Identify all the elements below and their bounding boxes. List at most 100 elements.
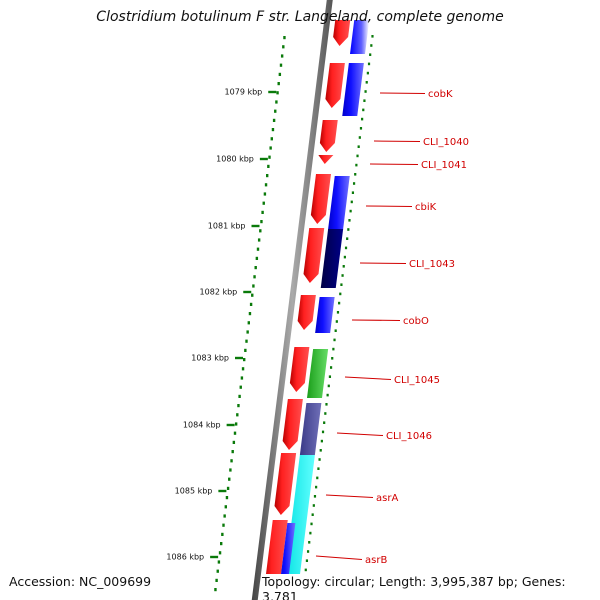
gc-dot xyxy=(224,505,227,509)
gc-dot xyxy=(319,449,322,452)
gene-label: cobK xyxy=(428,89,453,100)
gc-dot xyxy=(276,91,279,95)
gc-dot xyxy=(316,476,319,480)
gc-dot xyxy=(333,338,336,342)
gc-dot xyxy=(328,375,332,378)
cds-arrow xyxy=(289,347,310,392)
label-leader-line xyxy=(365,205,413,207)
gc-dot xyxy=(357,145,360,148)
gc-dot xyxy=(358,136,361,139)
gc-dot xyxy=(342,265,345,268)
gc-dot xyxy=(257,238,261,242)
gc-dot xyxy=(234,422,238,426)
gc-dot xyxy=(238,394,241,398)
gc-dot xyxy=(362,108,365,112)
gc-dot xyxy=(240,376,244,380)
gc-dot xyxy=(245,339,248,343)
gc-dot xyxy=(320,439,323,443)
cds-arrow xyxy=(297,295,316,330)
gc-dot xyxy=(308,541,311,544)
cds-arrow xyxy=(333,20,351,46)
gc-dot xyxy=(326,393,329,397)
gc-dot xyxy=(255,256,259,260)
gc-dot xyxy=(363,99,366,102)
gc-dot xyxy=(241,367,245,371)
cds-arrow xyxy=(282,399,303,450)
gene-label: CLI_1041 xyxy=(421,160,467,171)
gc-skew-track xyxy=(214,36,286,592)
kbp-label: 1084 kbp xyxy=(183,421,221,430)
gene-label: CLI_1045 xyxy=(394,375,440,386)
gc-dot xyxy=(252,284,255,288)
gc-dot xyxy=(365,81,368,84)
backbone-line xyxy=(251,0,333,600)
gc-dot xyxy=(225,496,229,500)
gc-dot xyxy=(272,118,276,122)
gc-dot xyxy=(367,62,371,66)
gc-dot xyxy=(223,514,226,518)
function-gene-block xyxy=(315,297,335,333)
gc-dot xyxy=(230,459,233,463)
gc-dot xyxy=(331,357,334,360)
gc-dot xyxy=(279,63,283,67)
gc-dot xyxy=(310,522,313,526)
gc-dot xyxy=(226,486,230,490)
gc-dot xyxy=(346,237,349,240)
gc-dot xyxy=(216,569,219,573)
gc-dot xyxy=(321,430,325,434)
gc-dot xyxy=(352,182,356,185)
cds-arrow xyxy=(319,120,338,152)
gc-dot xyxy=(329,366,333,369)
gc-dot xyxy=(231,450,234,454)
gc-dot xyxy=(274,109,277,113)
gc-dot xyxy=(347,228,350,231)
gene-label: CLI_1046 xyxy=(386,431,432,442)
label-leader-line xyxy=(373,140,421,142)
kbp-tick xyxy=(259,157,268,161)
gc-dot xyxy=(282,45,285,49)
gc-dot xyxy=(254,266,257,270)
label-leader-line xyxy=(351,319,401,321)
gc-dot xyxy=(335,320,338,323)
gc-dot xyxy=(280,54,284,58)
gc-dot xyxy=(344,246,348,250)
kbp-tick xyxy=(235,356,243,360)
gc-dot xyxy=(243,358,246,362)
function-gene-block xyxy=(342,63,364,116)
kbp-label: 1083 kbp xyxy=(191,354,229,363)
gc-dot xyxy=(351,191,355,194)
kbp-label: 1079 kbp xyxy=(225,88,263,97)
gene-label: asrB xyxy=(365,555,387,566)
gc-dot xyxy=(317,467,320,470)
gc-dot xyxy=(215,578,218,582)
gc-dot xyxy=(248,312,252,316)
gc-dot xyxy=(247,321,250,325)
gc-dot xyxy=(343,255,346,259)
gene-label: cbiK xyxy=(415,202,437,213)
label-leader-line xyxy=(369,163,419,165)
kbp-label: 1081 kbp xyxy=(208,222,246,231)
gc-dot xyxy=(359,127,363,130)
kbp-tick xyxy=(243,290,252,294)
function-gene-block xyxy=(328,176,350,230)
gc-dot xyxy=(324,412,327,415)
gc-dot xyxy=(356,154,359,158)
label-leader-line xyxy=(315,555,363,560)
gene-label: cobO xyxy=(403,316,429,327)
label-leader-line xyxy=(344,376,392,380)
function-gene-block xyxy=(299,403,322,455)
gc-dot xyxy=(233,431,237,435)
gene-label-layer: cobK CLI_1040 CLI_1041 cbiK CLI_1043 cobO CLI_… xyxy=(315,89,469,566)
gc-dot xyxy=(339,292,342,296)
gc-dot xyxy=(369,53,372,56)
kbp-tick xyxy=(218,489,227,493)
gc-dot xyxy=(306,550,310,553)
gc-dot xyxy=(267,164,270,168)
gc-dot xyxy=(323,421,326,424)
gc-dot xyxy=(253,275,256,279)
map-title: Clostridium botulinum F str. Langeland, … xyxy=(96,9,504,25)
gc-dot xyxy=(350,200,353,204)
gc-dot xyxy=(214,588,217,592)
gc-dot xyxy=(221,532,224,536)
